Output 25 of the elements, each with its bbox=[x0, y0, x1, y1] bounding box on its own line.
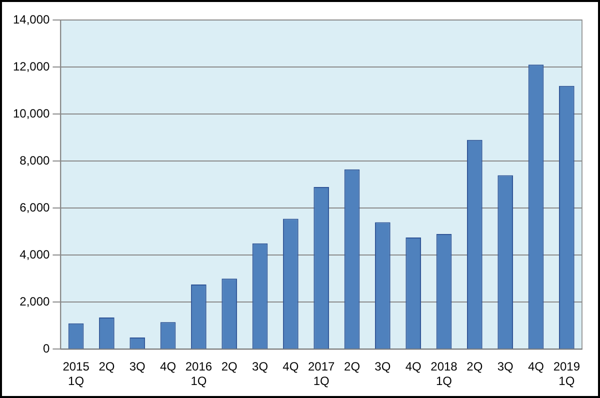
y-tick-label: 8,000 bbox=[20, 153, 50, 168]
x-tick-label: 3Q bbox=[374, 360, 391, 374]
x-tick-label: 2Q bbox=[344, 360, 360, 374]
x-tick-label: 4Q bbox=[528, 360, 544, 374]
x-tick-label: 2015 1Q bbox=[62, 360, 90, 388]
y-tick-label: 4,000 bbox=[20, 247, 50, 262]
x-tick-label: 3Q bbox=[497, 360, 514, 374]
x-tick-label: 2019 1Q bbox=[553, 360, 580, 388]
x-tick-label: 4Q bbox=[160, 360, 176, 374]
y-tick-label: 12,000 bbox=[13, 59, 50, 74]
x-tick-label: 2017 1Q bbox=[308, 360, 336, 388]
x-tick-label: 4Q bbox=[282, 360, 299, 374]
y-tick-label: 10,000 bbox=[13, 106, 50, 120]
x-tick-label: 2016 1Q bbox=[185, 360, 212, 388]
y-tick-label: 14,000 bbox=[13, 12, 50, 26]
x-tick-label: 3Q bbox=[129, 360, 146, 374]
y-tick-label: 0 bbox=[43, 342, 50, 356]
y-tick-label: 6,000 bbox=[20, 200, 50, 214]
x-tick-label: 2Q bbox=[466, 360, 483, 374]
x-tick-label: 2018 1Q bbox=[430, 360, 458, 388]
x-tick-label: 2Q bbox=[221, 360, 238, 374]
x-tick-label: 2Q bbox=[98, 360, 115, 374]
x-tick-label: 4Q bbox=[405, 360, 422, 374]
x-tick-label: 3Q bbox=[252, 360, 268, 374]
y-tick-label: 2,000 bbox=[20, 294, 50, 308]
